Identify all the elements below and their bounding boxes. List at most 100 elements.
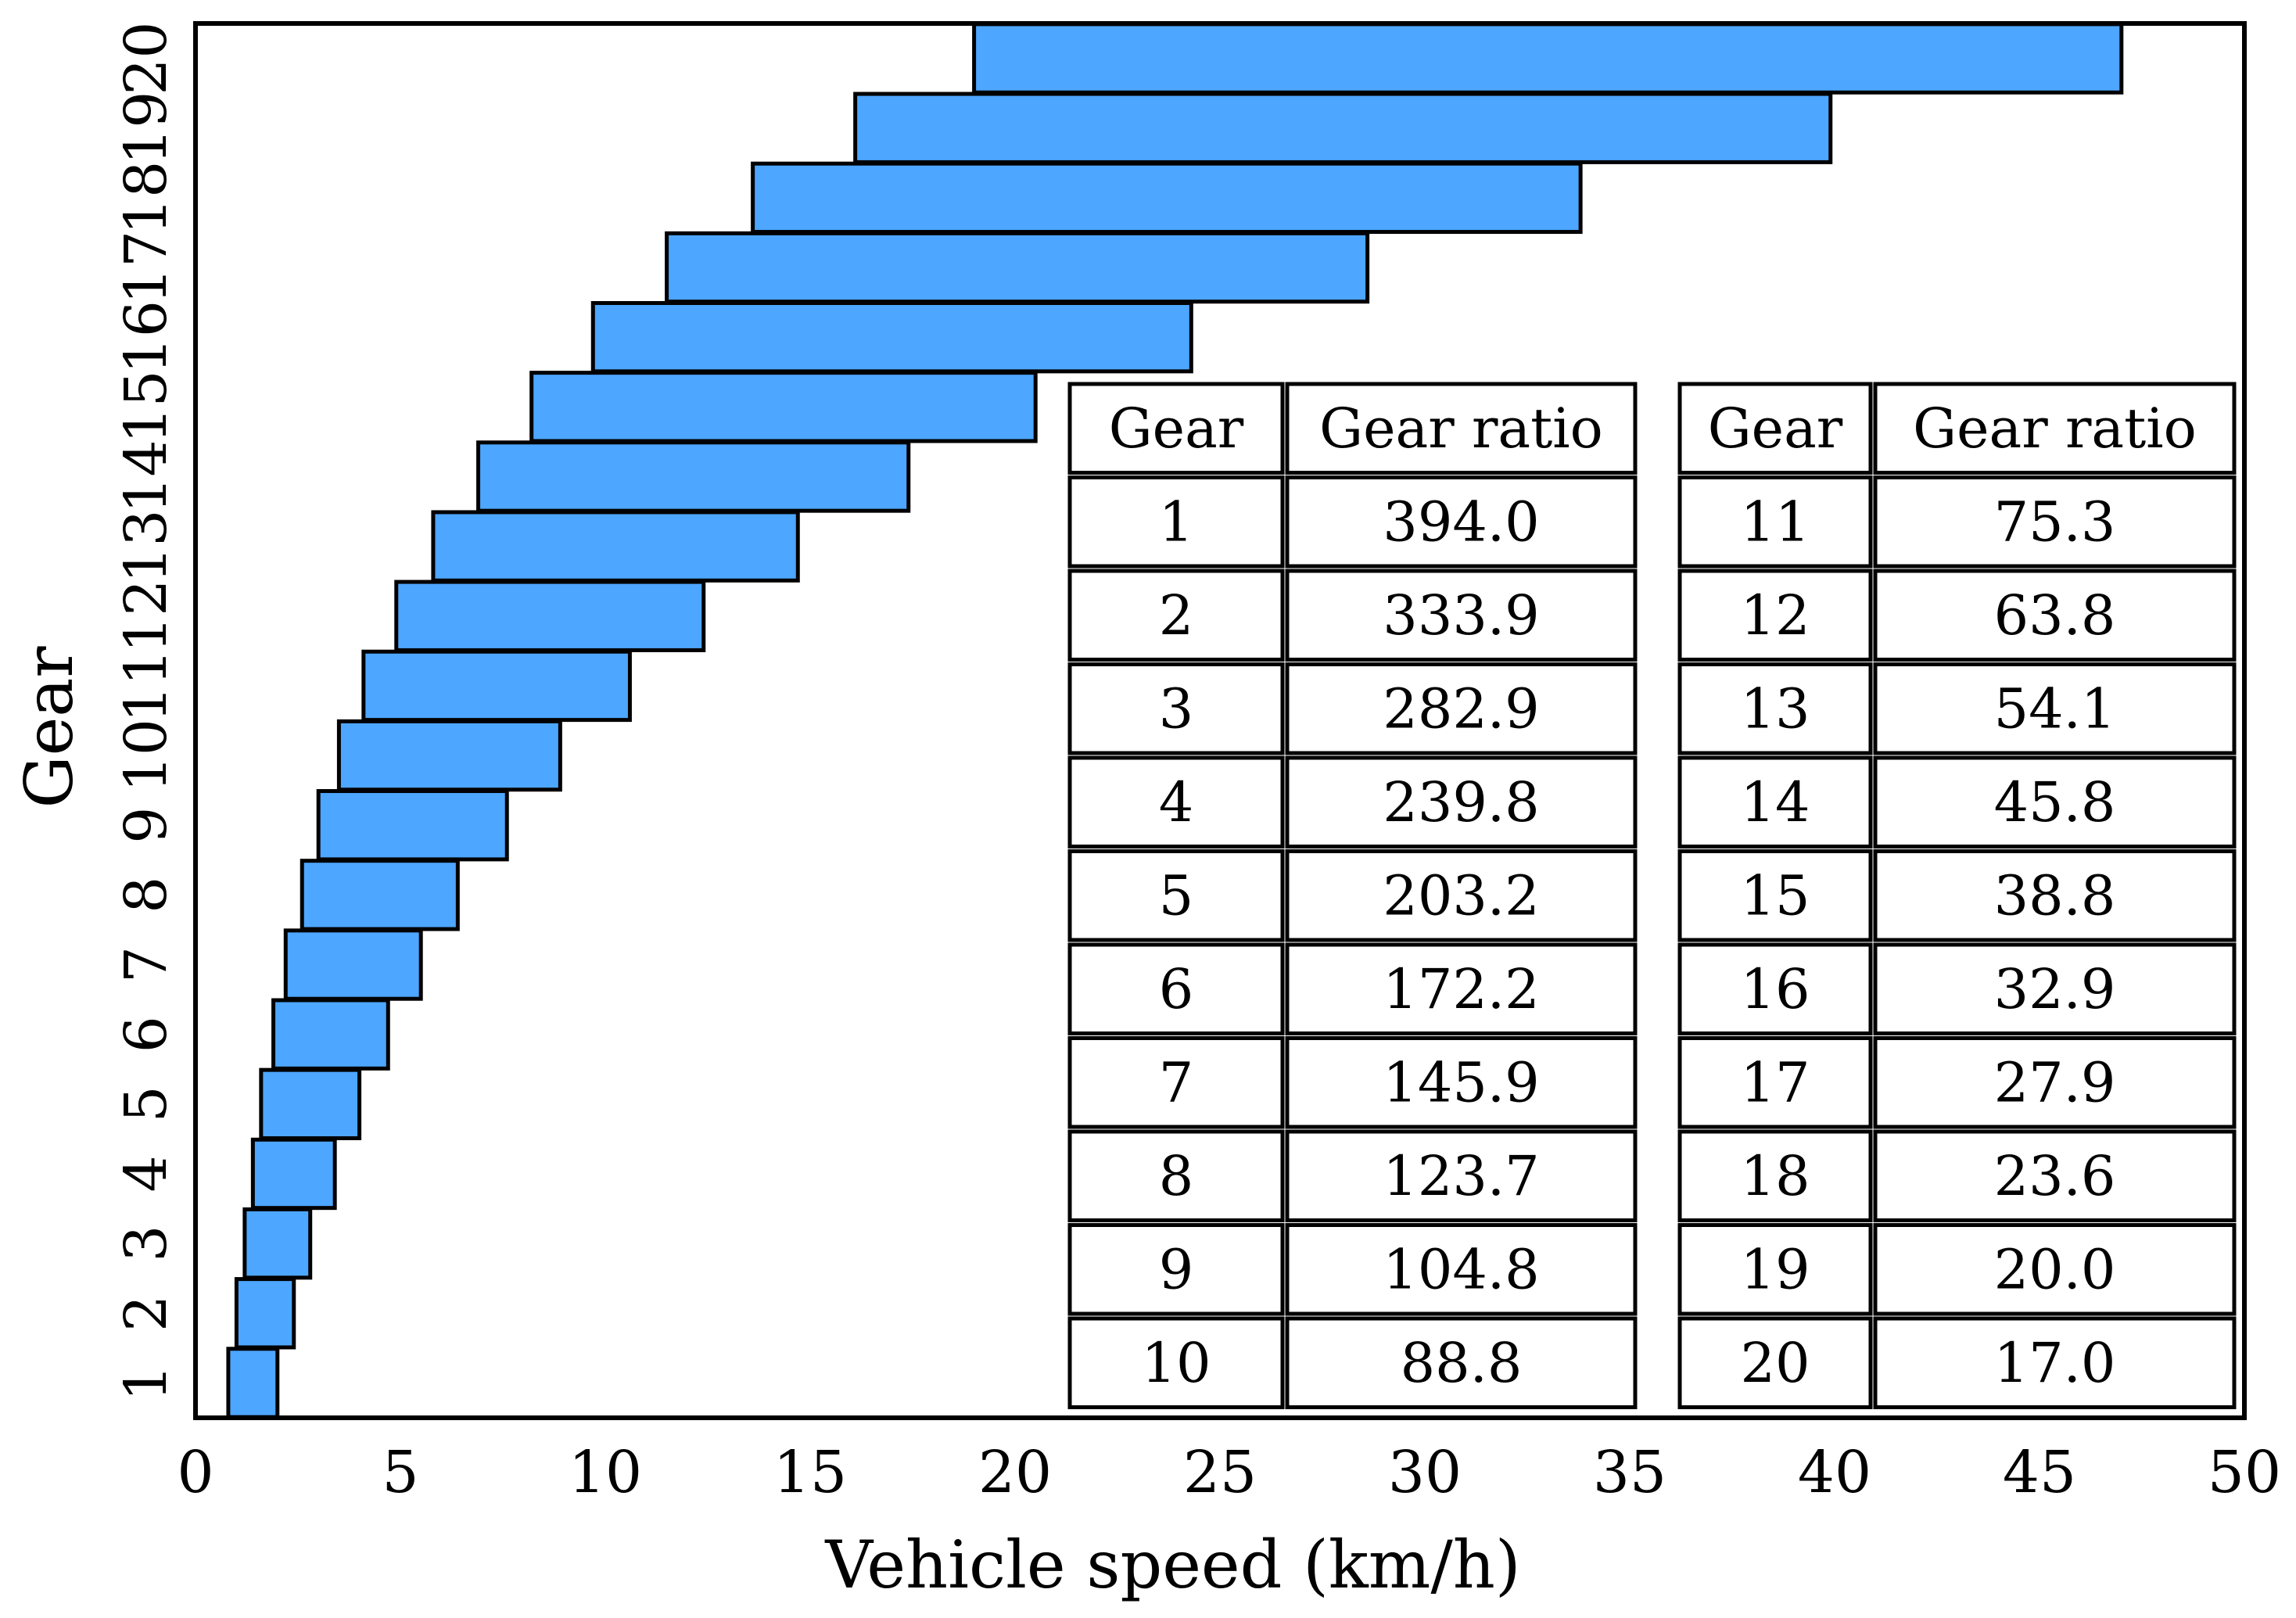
y-tick-label: 1: [113, 1365, 180, 1401]
bar-gear-18: [751, 161, 1583, 235]
bar-gear-15: [529, 371, 1038, 443]
y-tick-label: 11: [113, 649, 180, 723]
x-tick-label: 15: [773, 1439, 847, 1506]
y-tick-label: 15: [113, 370, 180, 443]
bar-gear-19: [853, 91, 1833, 164]
y-tick-label: 12: [113, 579, 180, 653]
table-cell: 75.3: [1994, 490, 2116, 554]
table-cell: 20.0: [1994, 1237, 2116, 1301]
bar-gear-12: [394, 579, 706, 652]
table-cell: 203.2: [1383, 863, 1539, 927]
y-tick-label: 17: [113, 231, 180, 304]
table-cell-border: [1067, 1223, 1285, 1316]
table-cell: 14: [1740, 770, 1810, 834]
table-cell: 63.8: [1994, 583, 2116, 648]
table-cell-border: [1873, 942, 2237, 1035]
y-tick-label: 16: [113, 300, 180, 374]
y-tick-label: 10: [113, 719, 180, 792]
table-cell-border: [1285, 382, 1638, 475]
y-tick-label: 3: [113, 1225, 180, 1262]
table-cell: 3: [1159, 676, 1194, 741]
bar-gear-13: [431, 510, 800, 583]
table-cell-border: [1285, 942, 1638, 1035]
table-cell-border: [1873, 475, 2237, 569]
table-cell: 2: [1159, 583, 1194, 648]
table-cell-border: [1067, 1316, 1285, 1409]
table-cell: 54.1: [1994, 676, 2116, 741]
table-cell-border: [1677, 1036, 1873, 1129]
table-cell: 38.8: [1994, 863, 2116, 927]
table-cell-border: [1067, 569, 1285, 662]
table-cell-border: [1285, 849, 1638, 942]
table-cell-border: [1285, 1223, 1638, 1316]
bar-gear-3: [242, 1207, 313, 1280]
table-cell-border: [1067, 942, 1285, 1035]
table-cell: 6: [1159, 957, 1194, 1021]
table-cell: 104.8: [1383, 1237, 1539, 1301]
table-cell-border: [1873, 1036, 2237, 1129]
table-cell-border: [1285, 662, 1638, 755]
table-cell: 7: [1159, 1050, 1194, 1114]
table-cell: 11: [1740, 490, 1810, 554]
bars-group: [226, 22, 2124, 1419]
table-cell: 282.9: [1383, 676, 1539, 741]
table-cell: 18: [1740, 1144, 1810, 1208]
table-cell: 16: [1740, 957, 1810, 1021]
x-axis-ticks: 0 5 10 15 20 25 30 35 40 45 50: [177, 1439, 2281, 1506]
bar-gear-2: [234, 1277, 296, 1350]
y-tick-label: 7: [113, 946, 180, 983]
y-axis-label: Gear: [11, 646, 88, 809]
table-cell: 1: [1159, 490, 1194, 554]
table-cell: 5: [1159, 863, 1194, 927]
table-cell: 123.7: [1383, 1144, 1539, 1208]
table-header: Gear ratio: [1319, 396, 1603, 461]
table-cell-border: [1677, 475, 1873, 569]
y-tick-label: 9: [113, 807, 180, 844]
table-cell: 145.9: [1383, 1050, 1539, 1114]
bar-gear-6: [271, 998, 390, 1071]
table-cell-border: [1677, 942, 1873, 1035]
table-cell: 20: [1740, 1331, 1810, 1395]
table-cell-border: [1677, 849, 1873, 942]
bar-gear-11: [361, 649, 632, 723]
table-cell-border: [1873, 849, 2237, 942]
bar-gear-5: [259, 1067, 362, 1141]
bar-gear-16: [590, 300, 1193, 374]
x-tick-label: 20: [978, 1439, 1052, 1506]
table-cell: 19: [1740, 1237, 1810, 1301]
x-tick-label: 35: [1593, 1439, 1666, 1506]
table-cell: 4: [1159, 770, 1194, 834]
table-cell: 12: [1740, 583, 1810, 648]
table-cell: 27.9: [1994, 1050, 2116, 1114]
x-tick-label: 5: [382, 1439, 418, 1506]
bar-gear-17: [665, 231, 1370, 304]
table-cell: 394.0: [1383, 490, 1539, 554]
table-cell-border: [1873, 569, 2237, 662]
y-tick-label: 18: [113, 161, 180, 235]
table-cell-border: [1677, 662, 1873, 755]
bar-gear-1: [226, 1347, 280, 1419]
table-cell-border: [1067, 849, 1285, 942]
table-cell: 239.8: [1383, 770, 1539, 834]
bar-gear-7: [283, 928, 423, 1001]
bar-gear-10: [336, 719, 562, 792]
table-cell: 17.0: [1994, 1331, 2116, 1395]
table-cell-border: [1285, 569, 1638, 662]
table-header: Gear: [1708, 396, 1843, 461]
y-tick-label: 14: [113, 439, 180, 513]
table-cell-border: [1067, 755, 1285, 848]
table-cell: 333.9: [1383, 583, 1539, 648]
table-cell-border: [1285, 1316, 1638, 1409]
table-cell-border: [1285, 1036, 1638, 1129]
table-cell-border: [1067, 382, 1285, 475]
table-cell-border: [1873, 1129, 2237, 1222]
y-tick-label: 13: [113, 510, 180, 583]
x-tick-label: 0: [177, 1439, 213, 1506]
y-tick-label: 5: [113, 1085, 180, 1122]
bar-gear-20: [972, 22, 2124, 95]
table-cell-border: [1677, 1223, 1873, 1316]
table-cell: 45.8: [1994, 770, 2116, 834]
table-cell-border: [1873, 1316, 2237, 1409]
table-header: Gear: [1109, 396, 1244, 461]
table-cell-border: [1067, 1036, 1285, 1129]
